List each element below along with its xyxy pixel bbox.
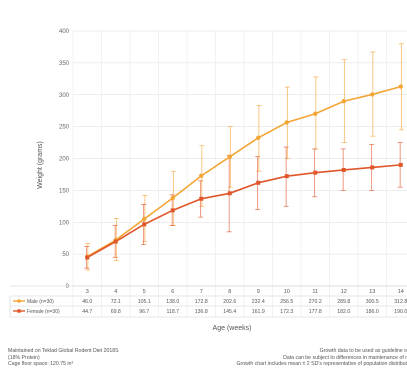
series-lines bbox=[86, 85, 401, 259]
data-label: 118.7 bbox=[166, 309, 179, 315]
note-line: (18% Protein) bbox=[8, 354, 40, 361]
data-label: 145.4 bbox=[223, 309, 236, 315]
data-point-female bbox=[256, 180, 261, 185]
data-point-male bbox=[256, 135, 261, 141]
x-tick-label: 14 bbox=[398, 289, 404, 295]
data-label: 96.7 bbox=[139, 309, 149, 315]
data-point-female bbox=[199, 196, 204, 201]
data-point-female bbox=[170, 208, 175, 213]
data-label: 289.8 bbox=[337, 299, 350, 305]
data-table: 3 4 5 6 7 8 9 10 11 12 13 14 Male (n=30) 46.0 72.1 105.… bbox=[9, 285, 407, 318]
x-tick-label: 10 bbox=[284, 289, 290, 295]
note-line: Growth data to be used as guideline o bbox=[319, 348, 407, 354]
x-tick-label: 7 bbox=[200, 289, 203, 295]
data-point-male bbox=[313, 111, 318, 116]
x-tick-label: 11 bbox=[312, 289, 318, 295]
y-axis-label: Weight (grams) bbox=[37, 141, 44, 189]
data-label: 138.0 bbox=[166, 299, 179, 305]
x-tick-label: 9 bbox=[257, 289, 260, 295]
data-label: 177.8 bbox=[309, 309, 322, 315]
data-label: 46.0 bbox=[82, 299, 92, 305]
y-tick-label: 150 bbox=[59, 188, 70, 194]
data-point-female bbox=[370, 165, 375, 170]
data-point-male bbox=[142, 216, 147, 222]
data-point-male bbox=[398, 84, 403, 89]
data-label: 172.3 bbox=[280, 309, 293, 315]
data-point-male bbox=[227, 154, 232, 160]
y-tick-label: 0 bbox=[66, 284, 70, 290]
data-label: 72.1 bbox=[111, 299, 121, 305]
legend-swatch-marker bbox=[17, 309, 21, 313]
data-point-male bbox=[341, 99, 346, 104]
data-label: 136.8 bbox=[195, 309, 208, 315]
data-point-female bbox=[398, 162, 403, 167]
legend-label: Male (n=30) bbox=[27, 299, 54, 305]
x-tick-label: 4 bbox=[114, 289, 117, 295]
data-point-female bbox=[113, 239, 118, 244]
data-label: 270.2 bbox=[309, 299, 322, 305]
data-point-female bbox=[284, 174, 289, 179]
legend-swatch-marker bbox=[17, 299, 21, 303]
data-points bbox=[85, 84, 403, 260]
y-tick-label: 50 bbox=[62, 252, 69, 258]
y-tick-label: 400 bbox=[59, 29, 70, 35]
data-label: 186.0 bbox=[366, 309, 379, 315]
data-label: 105.1 bbox=[138, 299, 151, 305]
note-line: Data can be subject to differences in ma… bbox=[283, 354, 407, 361]
data-point-male bbox=[284, 120, 289, 125]
y-tick-label: 350 bbox=[59, 61, 70, 67]
y-tick-label: 200 bbox=[59, 157, 70, 163]
x-tick-label: 13 bbox=[369, 289, 375, 295]
data-point-female bbox=[227, 191, 232, 196]
data-label: 232.4 bbox=[252, 299, 265, 305]
series-line bbox=[86, 85, 401, 258]
data-point-female bbox=[341, 167, 346, 172]
data-label: 312.8 bbox=[394, 299, 407, 305]
data-point-female bbox=[142, 222, 147, 227]
x-axis-label: Age (weeks) bbox=[213, 325, 252, 332]
data-point-male bbox=[199, 173, 204, 179]
data-label: 256.5 bbox=[280, 299, 293, 305]
legend-label: Female (n=30) bbox=[27, 309, 60, 315]
data-label: 69.8 bbox=[111, 309, 121, 315]
data-label: 172.8 bbox=[195, 299, 208, 305]
x-tick-label: 6 bbox=[171, 289, 174, 295]
diet-notes: Maintained on Teklad Global Rodent Diet … bbox=[8, 348, 119, 368]
x-tick-label: 8 bbox=[228, 289, 231, 295]
data-point-female bbox=[85, 255, 90, 260]
data-label: 300.5 bbox=[366, 299, 379, 305]
y-tick-label: 100 bbox=[59, 220, 70, 226]
data-point-female bbox=[313, 170, 318, 175]
y-tick-label: 250 bbox=[59, 125, 70, 131]
data-label: 182.0 bbox=[337, 309, 350, 315]
y-axis: 0 50 100 150 200 250 300 350 400 bbox=[59, 29, 70, 290]
note-line: Maintained on Teklad Global Rodent Diet … bbox=[8, 348, 119, 354]
series-line bbox=[86, 164, 401, 259]
growth-disclaimer: Growth data to be used as guideline o Da… bbox=[236, 348, 407, 368]
x-tick-label: 5 bbox=[143, 289, 146, 295]
data-point-male bbox=[170, 195, 175, 201]
note-line: Cage floor space: 120.75 in² bbox=[8, 361, 74, 367]
x-tick-label: 3 bbox=[86, 289, 89, 295]
note-line: Growth chart includes mean ± 2 SD's repr… bbox=[236, 361, 407, 367]
data-label: 202.6 bbox=[223, 299, 236, 305]
x-tick-label: 12 bbox=[341, 289, 347, 295]
data-label: 190.0 bbox=[394, 309, 407, 315]
data-point-male bbox=[370, 92, 375, 97]
data-label: 44.7 bbox=[82, 309, 92, 315]
y-tick-label: 300 bbox=[59, 93, 70, 99]
data-label: 161.9 bbox=[252, 309, 265, 315]
grid-lines bbox=[72, 30, 407, 317]
